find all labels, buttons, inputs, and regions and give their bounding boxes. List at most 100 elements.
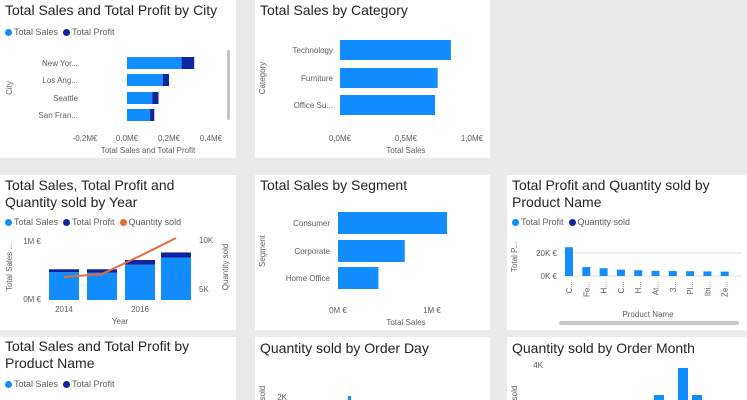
y-tick-label: 2K (277, 393, 287, 400)
x-axis-title: Total Sales and Total Profit (101, 146, 196, 155)
legend-item-total-profit[interactable]: Total Profit (63, 379, 115, 389)
tile-sales-profit-by-product[interactable]: Total Sales and Total Profit by Product … (0, 337, 236, 400)
category-label: Seattle (53, 94, 78, 103)
legend-item-total-profit[interactable]: Total Profit (512, 217, 564, 227)
bar-total-profit[interactable] (87, 269, 117, 273)
bar-total-sales[interactable] (127, 57, 182, 69)
bar-total-profit[interactable] (599, 268, 608, 276)
x-axis-title: Product Name (622, 310, 674, 319)
chart-city[interactable]: City Total Sales and Total Profit -0,2M€… (0, 0, 236, 158)
tile-quantity-by-order-month[interactable]: Quantity sold by Order Month sold 4K (507, 337, 747, 400)
legend-dot-icon (63, 28, 71, 36)
tile-profit-quantity-by-product[interactable]: Total Profit and Quantity sold by Produc… (507, 175, 747, 330)
scrollbar[interactable] (227, 50, 230, 120)
tile-sales-by-segment[interactable]: Total Sales by Segment Segment 0M € 1M €… (255, 175, 490, 330)
bar-quantity-sold[interactable] (678, 368, 688, 400)
legend: Total Sales Total Profit (5, 379, 120, 389)
legend-item-total-profit[interactable]: Total Profit (63, 217, 115, 227)
bar-total-profit[interactable] (582, 267, 591, 276)
legend-item-total-sales[interactable]: Total Sales (5, 27, 58, 37)
bar-total-profit[interactable] (565, 247, 573, 276)
tile-quantity-by-order-day[interactable]: Quantity sold by Order Day sold 2K (255, 337, 490, 400)
legend: Total Profit Quantity sold (512, 217, 635, 227)
y-axis-title-right: Quantity sold (221, 244, 230, 291)
chart-segment[interactable]: Segment 0M € 1M € Total Sales Consumer Co… (255, 175, 490, 330)
category-label: Fe... (582, 281, 591, 297)
bar-total-profit[interactable] (152, 92, 159, 104)
bar-total-profit[interactable] (150, 109, 155, 121)
legend: Total Sales Total Profit (5, 27, 120, 37)
bar-total-profit[interactable] (651, 270, 660, 276)
bar-total-profit[interactable] (162, 74, 169, 86)
category-label: Los Ang... (42, 76, 78, 85)
category-label: Corporate (294, 247, 330, 256)
bar-total-sales[interactable] (127, 74, 163, 86)
x-tick-label: 0,0M€ (329, 134, 352, 143)
bar-quantity-sold[interactable] (654, 395, 664, 400)
legend-item-total-profit[interactable]: Total Profit (63, 27, 115, 37)
chart-order-day[interactable]: sold 2K (255, 337, 490, 400)
y-tick-label: 0K € (541, 272, 558, 281)
bar-total-sales[interactable] (340, 95, 436, 115)
legend-item-total-sales[interactable]: Total Sales (5, 379, 58, 389)
legend-dot-icon (63, 380, 71, 388)
bar-total-sales[interactable] (87, 272, 117, 300)
bar-total-sales[interactable] (340, 68, 438, 88)
category-label: H... (634, 281, 643, 293)
bar-total-profit[interactable] (161, 252, 191, 258)
bar-total-sales[interactable] (127, 109, 151, 121)
y-axis-title: Total P... (510, 242, 519, 272)
y-tick-label: 5K (199, 285, 209, 294)
chart-year[interactable]: Total Sales ... Quantity sold 1M € 0M € … (0, 175, 236, 330)
bar-total-sales[interactable] (127, 92, 153, 104)
bar-total-profit[interactable] (668, 271, 677, 276)
y-tick-label: 10K (199, 236, 214, 245)
legend-item-total-sales[interactable]: Total Sales (5, 217, 58, 227)
chart-product-profit[interactable]: Total P... 20K € 0K € Product Name C... F… (507, 175, 747, 330)
bar[interactable] (348, 396, 351, 400)
legend-item-quantity-sold[interactable]: Quantity sold (119, 217, 181, 227)
bar-total-sales[interactable] (338, 240, 405, 262)
category-label: Office Su... (294, 101, 333, 110)
x-tick-label: -0,2M€ (73, 134, 98, 143)
legend-dot-icon (119, 218, 127, 226)
x-tick-label: 0,4M€ (200, 134, 223, 143)
x-tick-label: 1,0M€ (461, 134, 484, 143)
bar-total-profit[interactable] (616, 269, 625, 276)
bar-total-profit[interactable] (125, 259, 155, 265)
bar-total-profit[interactable] (49, 269, 79, 273)
bar-total-profit[interactable] (181, 57, 195, 69)
bar-quantity-sold[interactable] (692, 395, 702, 400)
tile-sales-profit-by-city[interactable]: Total Sales and Total Profit by City Tot… (0, 0, 236, 158)
tile-sales-profit-quantity-by-year[interactable]: Total Sales, Total Profit and Quantity s… (0, 175, 236, 330)
chart-category[interactable]: Category Total Sales 0,0M€ 0,5M€ 1,0M€ T… (255, 0, 490, 158)
bar-total-profit[interactable] (634, 270, 643, 276)
tile-title: Total Sales by Category (260, 2, 408, 18)
x-tick-label: 1M € (423, 306, 441, 315)
bar-total-profit[interactable] (703, 271, 712, 276)
bar-total-sales[interactable] (340, 40, 451, 60)
line-quantity-sold[interactable] (63, 237, 177, 278)
category-label: At... (652, 281, 661, 295)
category-label: San Fran... (38, 111, 78, 120)
x-tick-label: 0M € (329, 306, 347, 315)
legend-dot-icon (63, 218, 71, 226)
x-tick-label: 0,5M€ (395, 134, 418, 143)
tile-sales-by-category[interactable]: Total Sales by Category Category Total S… (255, 0, 490, 158)
horizontal-scrollbar[interactable] (559, 321, 739, 325)
bar-total-profit[interactable] (686, 271, 695, 276)
legend-dot-icon (5, 28, 12, 36)
bar-total-sales[interactable] (125, 264, 155, 300)
bar-total-profit[interactable] (720, 271, 729, 276)
x-axis-title: Year (112, 317, 129, 326)
bar-total-sales[interactable] (338, 212, 448, 234)
y-axis-title: sold (258, 386, 267, 400)
bar-total-sales[interactable] (161, 257, 191, 300)
y-tick-label: 0M € (23, 295, 41, 304)
legend-item-quantity-sold[interactable]: Quantity sold (568, 217, 630, 227)
bar-total-sales[interactable] (338, 267, 379, 289)
y-axis-title: Segment (258, 234, 267, 267)
category-label: C... (565, 281, 574, 293)
category-label: C... (617, 281, 626, 293)
chart-order-month[interactable]: sold 4K (507, 337, 747, 400)
